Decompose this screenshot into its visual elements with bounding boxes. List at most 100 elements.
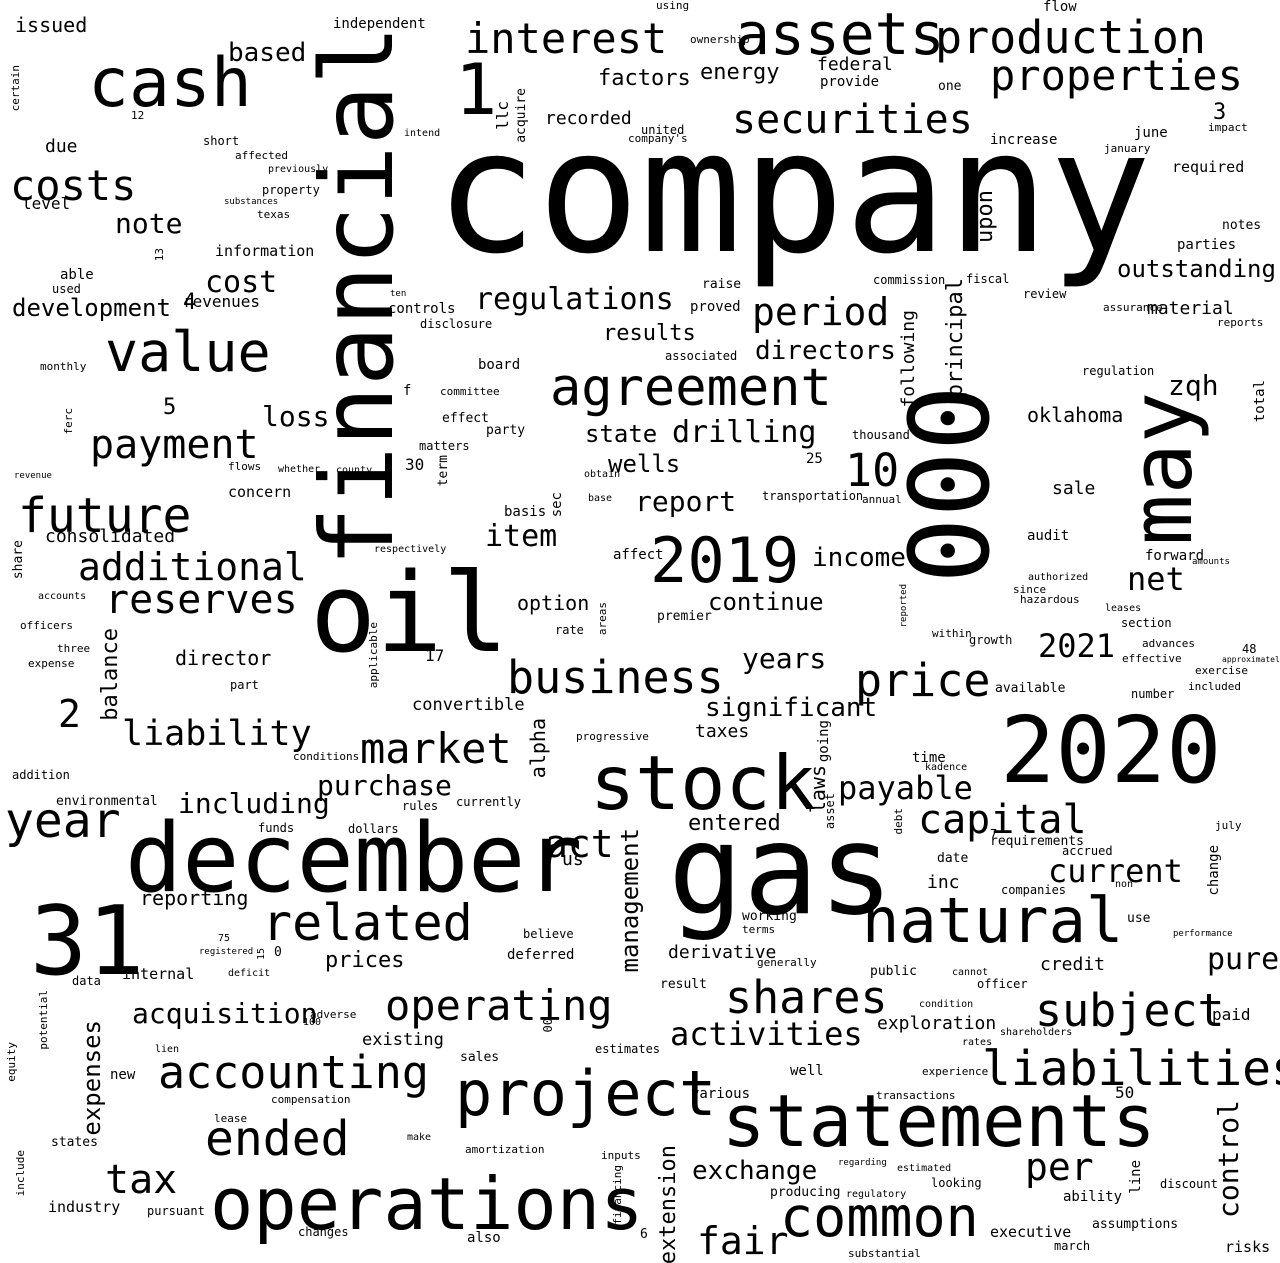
cloud-word: committee bbox=[440, 385, 500, 398]
cloud-word: monthly bbox=[40, 360, 87, 373]
cloud-word: activities bbox=[670, 1015, 863, 1053]
cloud-word: substances bbox=[224, 197, 279, 207]
cloud-word: reported bbox=[899, 584, 909, 628]
cloud-word: factors bbox=[598, 66, 691, 91]
cloud-word: cost bbox=[205, 265, 278, 300]
cloud-word: reporting bbox=[140, 886, 249, 910]
cloud-word: july bbox=[1215, 819, 1242, 832]
cloud-word: 1 bbox=[455, 49, 498, 131]
cloud-word: consolidated bbox=[45, 526, 176, 547]
cloud-word: flow bbox=[1043, 0, 1077, 15]
cloud-word: executive bbox=[990, 1223, 1072, 1241]
cloud-word: companies bbox=[1001, 883, 1067, 897]
cloud-word: assumptions bbox=[1092, 1217, 1179, 1232]
cloud-word: public bbox=[870, 964, 917, 979]
cloud-word: county bbox=[336, 465, 373, 476]
cloud-word: 7 bbox=[990, 827, 998, 841]
cloud-word: sales bbox=[460, 1050, 500, 1065]
cloud-word: 10 bbox=[845, 444, 900, 497]
cloud-word: proved bbox=[690, 299, 741, 315]
cloud-word: assurance bbox=[1103, 301, 1163, 314]
cloud-word: taxes bbox=[695, 721, 750, 742]
cloud-word: shareholders bbox=[1000, 1027, 1073, 1038]
cloud-word: property bbox=[262, 183, 320, 197]
cloud-word: regarding bbox=[838, 1158, 887, 1168]
cloud-word: 2019 bbox=[650, 524, 800, 597]
cloud-word: rates bbox=[962, 1037, 993, 1048]
cloud-word: reports bbox=[1217, 316, 1264, 329]
cloud-word: report bbox=[635, 485, 737, 518]
cloud-word: liabilities bbox=[982, 1041, 1280, 1097]
cloud-word: going bbox=[816, 720, 832, 763]
cloud-word: entered bbox=[688, 811, 781, 836]
cloud-word: june bbox=[1134, 125, 1168, 141]
cloud-word: operating bbox=[385, 981, 613, 1030]
cloud-word: disclosure bbox=[420, 317, 493, 331]
cloud-word: act bbox=[545, 822, 614, 866]
cloud-word: costs bbox=[10, 161, 137, 210]
cloud-word: discount bbox=[1160, 1177, 1218, 1191]
cloud-word: regulatory bbox=[846, 1189, 907, 1200]
cloud-word: sec bbox=[549, 492, 565, 518]
cloud-word: three bbox=[57, 642, 91, 655]
cloud-word: value bbox=[105, 320, 271, 384]
cloud-word: stock bbox=[590, 739, 816, 827]
cloud-word: information bbox=[215, 242, 315, 260]
cloud-word: exchange bbox=[692, 1156, 818, 1186]
cloud-word: exercise bbox=[1195, 664, 1248, 677]
cloud-word: agreement bbox=[550, 358, 832, 418]
cloud-word: approximately bbox=[1222, 655, 1280, 664]
cloud-word: derivative bbox=[668, 942, 777, 963]
cloud-word: used bbox=[52, 282, 81, 296]
cloud-word: balance bbox=[98, 628, 123, 721]
cloud-word: prices bbox=[325, 948, 405, 973]
cloud-word: revenue bbox=[14, 471, 52, 481]
cloud-word: equity bbox=[5, 1042, 18, 1082]
cloud-word: project bbox=[455, 1057, 717, 1130]
cloud-word: interest bbox=[465, 14, 668, 63]
cloud-word: principal bbox=[943, 278, 968, 398]
cloud-word: 100 bbox=[303, 1017, 322, 1028]
cloud-word: purchase bbox=[317, 769, 452, 802]
cloud-word: inputs bbox=[601, 1149, 641, 1162]
cloud-word: deferred bbox=[507, 947, 575, 963]
cloud-word: wells bbox=[608, 450, 681, 478]
cloud-word: per bbox=[1025, 1145, 1094, 1189]
cloud-word: experience bbox=[922, 1065, 989, 1078]
cloud-word: part bbox=[230, 678, 259, 692]
cloud-word: securities bbox=[732, 97, 973, 143]
cloud-word: total bbox=[1252, 380, 1268, 423]
cloud-word: areas bbox=[596, 602, 609, 636]
cloud-word: december bbox=[125, 804, 583, 914]
cloud-word: make bbox=[407, 1132, 432, 1143]
cloud-word: officer bbox=[977, 977, 1028, 991]
cloud-word: board bbox=[478, 357, 521, 373]
cloud-word: 50 bbox=[1115, 1083, 1135, 1102]
cloud-word: working bbox=[742, 909, 797, 924]
cloud-word: independent bbox=[333, 16, 426, 32]
cloud-word: required bbox=[1172, 158, 1245, 176]
cloud-word: company bbox=[435, 94, 1152, 292]
cloud-word: control bbox=[1212, 1100, 1245, 1219]
cloud-word: additional bbox=[78, 545, 307, 589]
cloud-word: oklahoma bbox=[1027, 403, 1124, 427]
cloud-word: associated bbox=[665, 349, 738, 363]
cloud-word: potential bbox=[37, 990, 50, 1050]
cloud-word: note bbox=[115, 207, 183, 240]
cloud-word: 31 bbox=[30, 887, 145, 997]
cloud-word: outstanding bbox=[1117, 255, 1276, 283]
cloud-word: expense bbox=[28, 657, 75, 670]
cloud-word: condition bbox=[919, 999, 974, 1010]
cloud-word: convertible bbox=[412, 695, 525, 715]
cloud-word: currently bbox=[456, 795, 522, 809]
cloud-word: effect bbox=[442, 411, 489, 426]
cloud-word: march bbox=[1054, 1239, 1091, 1253]
cloud-word: date bbox=[937, 851, 969, 866]
cloud-word: january bbox=[1104, 142, 1151, 155]
cloud-word: also bbox=[467, 1230, 501, 1246]
cloud-word: results bbox=[603, 321, 696, 346]
cloud-word: due bbox=[45, 136, 78, 157]
cloud-word: cash bbox=[88, 44, 252, 123]
cloud-word: ownership bbox=[690, 33, 750, 46]
